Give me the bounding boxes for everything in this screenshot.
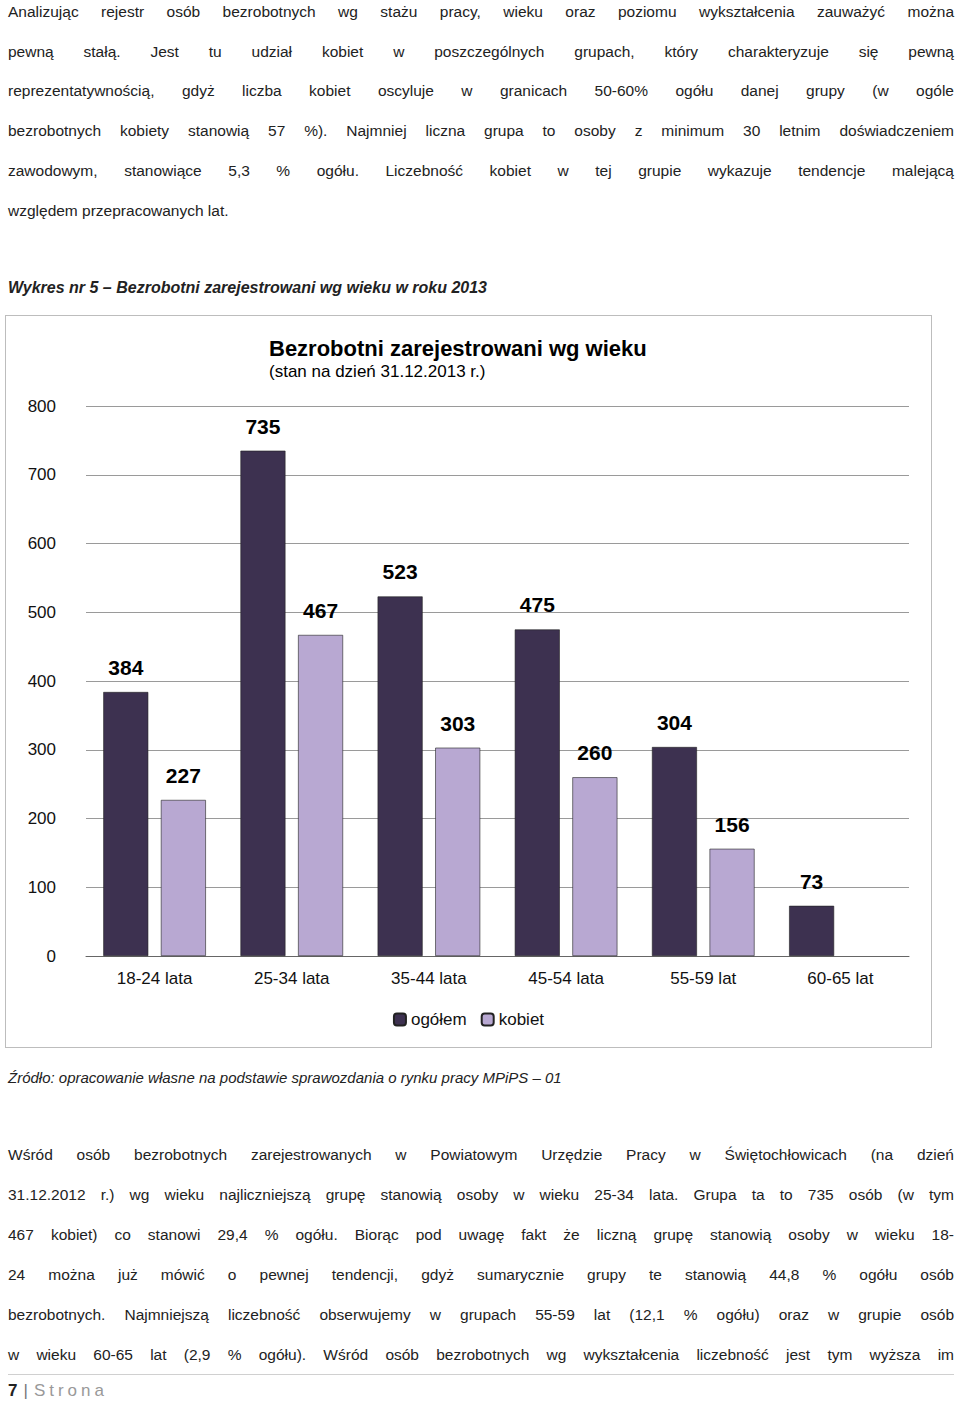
- svg-text:227: 227: [166, 764, 201, 787]
- html-text:w wieku 60-65 lat (2,9 % ogółu: w wieku 60-65 lat (2,9 % ogółu). Wśród o…: [8, 1346, 954, 1363]
- html-text:względem przepracowanych lat.: względem przepracowanych lat.: [8, 201, 229, 219]
- svg-text:60-65 lat: 60-65 lat: [807, 969, 873, 988]
- svg-text:18-24 lata: 18-24 lata: [117, 969, 193, 988]
- html-text:pewną stałą. Jest tu udział ko: pewną stałą. Jest tu udział kobiet w pos…: [8, 42, 954, 60]
- html-text:reprezentatywnością, gdyż licz: reprezentatywnością, gdyż liczba kobiet …: [8, 82, 954, 100]
- svg-text:ogółem: ogółem: [411, 1010, 467, 1029]
- svg-text:384: 384: [108, 656, 143, 679]
- svg-text:(stan na dzień 31.12.2013 r.): (stan na dzień 31.12.2013 r.): [269, 362, 485, 381]
- svg-text:100: 100: [28, 878, 56, 897]
- html-text:zawodowym, stanowiące 5,3 % og: zawodowym, stanowiące 5,3 % ogółu. Licze…: [8, 161, 954, 179]
- svg-text:467: 467: [303, 599, 338, 622]
- svg-text:0: 0: [47, 947, 56, 966]
- html-text:Wykres nr 5 – Bezrobotni zarej: Wykres nr 5 – Bezrobotni zarejestrowani …: [8, 279, 487, 296]
- svg-text:35-44 lata: 35-44 lata: [391, 969, 467, 988]
- html-text:Wśród osób bezrobotnych zareje: Wśród osób bezrobotnych zarejestrowanych…: [8, 1146, 954, 1163]
- html-text:Źródło: opracowanie własne na: Źródło: opracowanie własne na podstawie …: [8, 1069, 562, 1086]
- svg-text:45-54 lata: 45-54 lata: [528, 969, 604, 988]
- svg-text:700: 700: [28, 465, 56, 484]
- html-text:bezrobotnych. Najmniejszą licz: bezrobotnych. Najmniejszą liczebność obs…: [8, 1306, 954, 1323]
- svg-text:300: 300: [28, 740, 56, 759]
- svg-text:200: 200: [28, 809, 56, 828]
- svg-text:304: 304: [657, 711, 692, 734]
- svg-text:600: 600: [28, 534, 56, 553]
- svg-text:303: 303: [440, 712, 475, 735]
- html-text:bezrobotnych kobiety stanowią: bezrobotnych kobiety stanowią 57 %). Naj…: [8, 122, 954, 140]
- svg-text:25-34 lata: 25-34 lata: [254, 969, 330, 988]
- html-text:Analizując rejestr osób bezrob: Analizując rejestr osób bezrobotnych wg …: [8, 3, 954, 20]
- svg-text:260: 260: [577, 741, 612, 764]
- svg-text:475: 475: [520, 593, 555, 616]
- html-text:24 można już mówić o pewnej te: 24 można już mówić o pewnej tendencji, g…: [8, 1266, 954, 1283]
- svg-text:800: 800: [28, 397, 56, 416]
- svg-text:735: 735: [245, 415, 280, 438]
- html-text:467 kobiet) co stanowi 29,4 %: 467 kobiet) co stanowi 29,4 % ogółu. Bio…: [8, 1226, 954, 1243]
- svg-text:500: 500: [28, 603, 56, 622]
- svg-text:400: 400: [28, 672, 56, 691]
- svg-text:523: 523: [383, 560, 418, 583]
- svg-text:55-59 lat: 55-59 lat: [670, 969, 736, 988]
- svg-text:Bezrobotni zarejestrowani wg w: Bezrobotni zarejestrowani wg wieku: [269, 336, 647, 361]
- svg-text:kobiet: kobiet: [499, 1010, 545, 1029]
- svg-text:73: 73: [800, 870, 823, 893]
- html-text:7 | Strona: 7 | Strona: [8, 1381, 108, 1400]
- svg-text:156: 156: [715, 813, 750, 836]
- html-text:31.12.2012 r.) wg wieku najlic: 31.12.2012 r.) wg wieku najliczniejszą g…: [8, 1186, 954, 1203]
